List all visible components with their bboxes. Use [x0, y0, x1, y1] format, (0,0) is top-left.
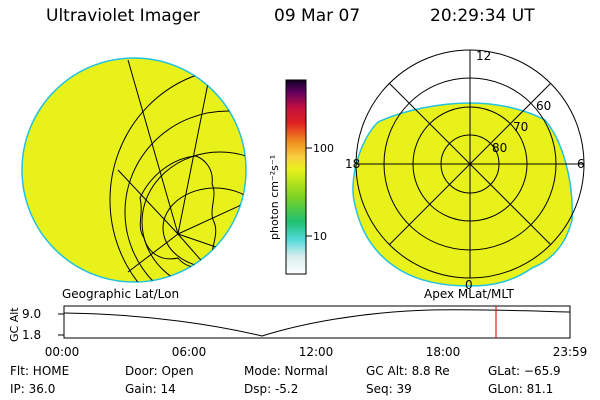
- gc-alt-value: GC Alt: 8.8 Re: [366, 364, 450, 378]
- ip-value: IP: 36.0: [10, 382, 55, 396]
- colorbar-gradient: [286, 80, 306, 274]
- timeline-axis-label: GC Alt: [8, 307, 21, 342]
- mlt-label-12: 12: [476, 49, 491, 63]
- x-tick-label: 18:00: [426, 345, 461, 359]
- colorbar-tick-label-100: 100: [313, 142, 334, 155]
- door-status: Door: Open: [125, 364, 194, 378]
- x-tick-label: 12:00: [299, 345, 334, 359]
- glon-value: GLon: 81.1: [488, 382, 553, 396]
- dsp-value: Dsp: -5.2: [244, 382, 298, 396]
- polar-mlat-mlt-plot: 12 18 6 0 60 70 80: [345, 49, 585, 292]
- flight-status: Flt: HOME: [10, 364, 69, 378]
- y-tick-label-9.0: 9.0: [22, 307, 41, 321]
- lat-label-60: 60: [536, 99, 551, 113]
- polar-emission-oval: [353, 103, 572, 286]
- altitude-timeline: 9.0 1.8 GC Alt Geographic Lat/Lon Apex M…: [8, 287, 587, 359]
- mode-status: Mode: Normal: [244, 364, 328, 378]
- glat-value: GLat: −65.9: [488, 364, 561, 378]
- mlt-label-18: 18: [345, 157, 360, 171]
- gain-value: Gain: 14: [125, 382, 176, 396]
- mlt-label-6: 6: [577, 157, 585, 171]
- seq-value: Seq: 39: [366, 382, 412, 396]
- lat-label-80: 80: [492, 141, 507, 155]
- apex-caption: Apex MLat/MLT: [424, 287, 514, 301]
- colorbar-unit-label: photon cm⁻²s⁻¹: [268, 155, 281, 240]
- colorbar-tick-label-10: 10: [313, 230, 327, 243]
- lat-label-70: 70: [513, 120, 528, 134]
- coastline-fragment: [236, 60, 247, 80]
- x-tick-label: 06:00: [172, 345, 207, 359]
- intensity-colorbar: 100 10 photon cm⁻²s⁻¹: [268, 80, 334, 274]
- x-tick-label: 00:00: [45, 345, 80, 359]
- x-tick-label: 23:59: [553, 345, 588, 359]
- y-tick-label-1.8: 1.8: [22, 328, 41, 342]
- geo-caption: Geographic Lat/Lon: [62, 287, 179, 301]
